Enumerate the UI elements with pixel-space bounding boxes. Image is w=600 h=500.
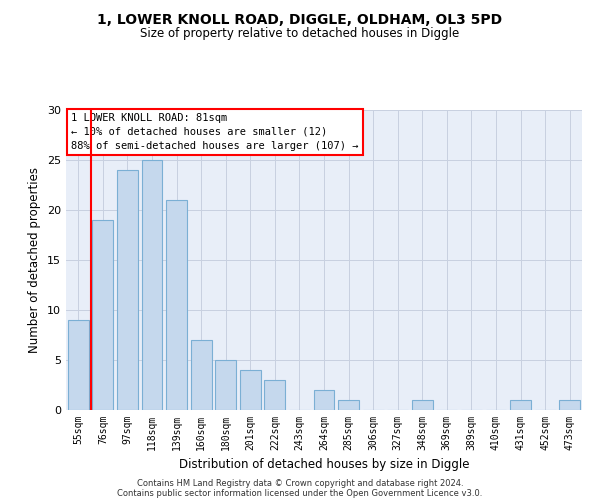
- Bar: [68, 320, 89, 410]
- Text: Contains public sector information licensed under the Open Government Licence v3: Contains public sector information licen…: [118, 488, 482, 498]
- Bar: [117, 170, 138, 410]
- Text: Contains HM Land Registry data © Crown copyright and database right 2024.: Contains HM Land Registry data © Crown c…: [137, 478, 463, 488]
- Bar: [559, 400, 580, 410]
- Text: 1 LOWER KNOLL ROAD: 81sqm
← 10% of detached houses are smaller (12)
88% of semi-: 1 LOWER KNOLL ROAD: 81sqm ← 10% of detac…: [71, 113, 359, 151]
- Bar: [265, 380, 286, 410]
- Bar: [510, 400, 531, 410]
- Bar: [412, 400, 433, 410]
- X-axis label: Distribution of detached houses by size in Diggle: Distribution of detached houses by size …: [179, 458, 469, 471]
- Bar: [142, 160, 163, 410]
- Bar: [314, 390, 334, 410]
- Bar: [191, 340, 212, 410]
- Bar: [338, 400, 359, 410]
- Bar: [92, 220, 113, 410]
- Bar: [166, 200, 187, 410]
- Text: 1, LOWER KNOLL ROAD, DIGGLE, OLDHAM, OL3 5PD: 1, LOWER KNOLL ROAD, DIGGLE, OLDHAM, OL3…: [97, 12, 503, 26]
- Bar: [240, 370, 261, 410]
- Bar: [215, 360, 236, 410]
- Text: Size of property relative to detached houses in Diggle: Size of property relative to detached ho…: [140, 28, 460, 40]
- Y-axis label: Number of detached properties: Number of detached properties: [28, 167, 41, 353]
